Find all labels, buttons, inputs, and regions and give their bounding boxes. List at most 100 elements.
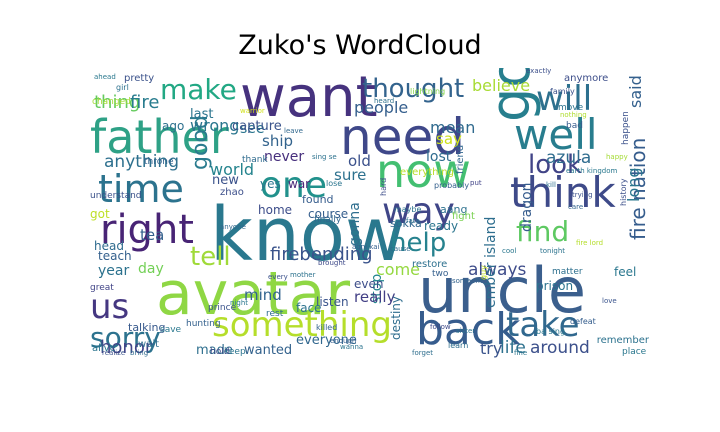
- word-pretty: pretty: [124, 73, 155, 84]
- word-uncle: uncle: [418, 254, 587, 327]
- word-one: one: [260, 165, 327, 206]
- word-really: really: [354, 288, 396, 306]
- word-brought: brought: [318, 259, 346, 267]
- word-prison: prison: [536, 279, 574, 293]
- word-new: new: [212, 173, 239, 188]
- word-year: year: [98, 263, 130, 279]
- chart-title: Zuko's WordCloud: [238, 30, 482, 61]
- word-long: long: [624, 167, 643, 202]
- word-gonna: gonna: [347, 202, 363, 246]
- word-realize: realize: [102, 349, 126, 357]
- word-think: think: [510, 168, 616, 217]
- word-sister: sister: [456, 327, 476, 335]
- word-capture: capture: [232, 119, 282, 134]
- word-mean: mean: [430, 118, 476, 137]
- word-dragon: dragon: [519, 182, 535, 232]
- word-prince: prince: [208, 303, 237, 313]
- word-someone: someone: [452, 277, 485, 285]
- word-two: two: [432, 269, 449, 279]
- word-trying: trying: [572, 191, 593, 199]
- word-ba-sing: ba sing: [536, 327, 566, 336]
- word-come: come: [376, 260, 421, 279]
- word-thank: thank: [242, 155, 268, 165]
- word-lightning: lightning: [410, 87, 446, 96]
- word-tea: tea: [140, 226, 165, 244]
- word-love: love: [602, 297, 617, 305]
- word-mother: mother: [290, 271, 316, 279]
- word-lost: lost: [426, 149, 452, 165]
- word-mind: mind: [244, 286, 282, 304]
- word-tell: tell: [190, 242, 231, 272]
- word-find: find: [516, 215, 570, 248]
- word-way: way: [382, 191, 455, 232]
- word-killed: killed: [316, 323, 338, 332]
- word-agni-kai: agni kai: [352, 243, 380, 251]
- word-azula: azula: [546, 148, 592, 168]
- word-right: right: [100, 207, 194, 253]
- word-honor: honor: [100, 337, 153, 358]
- word-people: people: [354, 98, 409, 117]
- word-thought: thought: [362, 74, 465, 104]
- word-back: back: [416, 304, 521, 355]
- word-now: now: [376, 144, 471, 198]
- wordcloud-area: uncleavatarknowwantneedfathergoingnowbac…: [90, 68, 650, 358]
- word-last: last: [190, 107, 214, 122]
- word-nothing: nothing: [560, 111, 587, 119]
- word-maybe: maybe: [394, 205, 422, 214]
- word-care: care: [568, 203, 584, 211]
- word-rest: rest: [266, 309, 284, 319]
- word-warrior: warrior: [240, 107, 265, 115]
- word-wanna: wanna: [340, 343, 364, 351]
- word-understand: understand: [90, 191, 142, 201]
- word-look: look: [528, 150, 583, 180]
- word-made: made: [196, 343, 233, 358]
- word-firebending: firebending: [270, 244, 373, 265]
- word-avatar: avatar: [156, 259, 351, 329]
- word-matter: matter: [552, 267, 583, 277]
- word-try: try: [480, 339, 503, 358]
- word-learn: learn: [448, 341, 469, 350]
- word-changed: changed: [92, 97, 131, 107]
- word-know: know: [210, 192, 406, 278]
- word-well: well: [514, 110, 598, 159]
- word-war: war: [288, 177, 311, 191]
- word-place: place: [622, 347, 647, 357]
- word-got: got: [90, 207, 110, 221]
- word-said: said: [626, 75, 645, 108]
- word-found: found: [302, 193, 334, 206]
- word-destiny: destiny: [389, 296, 403, 340]
- word-put: put: [470, 179, 482, 187]
- word-happen: happen: [621, 111, 631, 145]
- word-need: need: [340, 108, 465, 166]
- word-fate: fate: [406, 217, 420, 225]
- word-remember: remember: [596, 335, 649, 346]
- word-fight: fight: [452, 211, 475, 222]
- word-happy: happy: [606, 153, 628, 161]
- word-teach: teach: [98, 249, 132, 263]
- word-leave: leave: [284, 127, 303, 135]
- word-old: old: [348, 152, 371, 170]
- word-day: day: [138, 261, 164, 277]
- word-always: always: [468, 260, 527, 280]
- word-forget: forget: [412, 349, 433, 357]
- word-time: time: [98, 167, 184, 211]
- word-sorry: sorry: [90, 321, 161, 354]
- word-bring: bring: [130, 349, 149, 357]
- word-restore: restore: [412, 259, 448, 270]
- word-sure: sure: [334, 166, 367, 184]
- word-wrong: wrong: [190, 116, 240, 135]
- word-alive: alive: [92, 343, 116, 354]
- word-earth-kingdom: earth kingdom: [566, 167, 618, 175]
- word-hard: hard: [379, 177, 388, 196]
- word-aang: aang: [440, 203, 468, 216]
- word-zhao: zhao: [220, 187, 244, 198]
- word-never: never: [264, 149, 305, 165]
- word-anything: anything: [104, 152, 179, 172]
- word-night: night: [230, 299, 249, 307]
- word-kill: kill: [546, 181, 556, 189]
- word-ship: ship: [262, 132, 294, 150]
- word-sokka: sokka: [390, 217, 422, 230]
- word-want: want: [240, 68, 378, 130]
- word-talking: talking: [128, 321, 166, 334]
- word-probably: probably: [434, 181, 470, 190]
